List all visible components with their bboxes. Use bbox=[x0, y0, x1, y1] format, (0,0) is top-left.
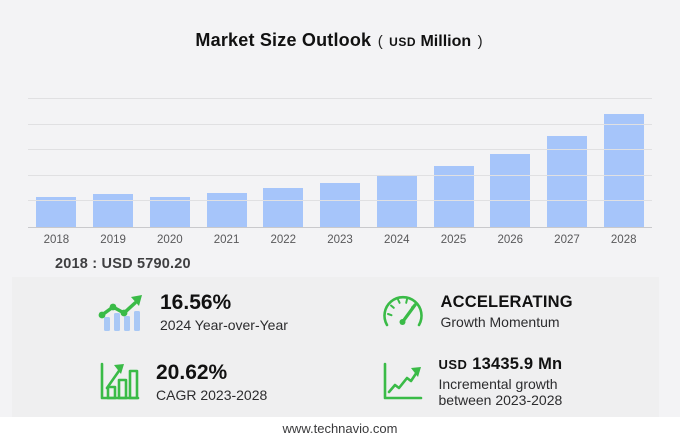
bar-2027 bbox=[546, 136, 587, 227]
x-axis-labels: 2018 2019 2020 2021 2022 2023 2024 2025 2026 2027… bbox=[28, 234, 652, 246]
title-main: Market Size Outlook bbox=[195, 30, 372, 50]
bar-slot-2022 bbox=[255, 99, 312, 227]
x-tick-2024: 2024 bbox=[383, 234, 410, 246]
incremental-value: USD 13435.9 Mn bbox=[439, 355, 563, 374]
bar-2018 bbox=[36, 197, 77, 227]
bar-slot-2026 bbox=[482, 99, 539, 227]
x-tick-2026: 2026 bbox=[497, 234, 524, 246]
footer-url[interactable]: www.technavio.com bbox=[282, 421, 398, 436]
x-tick-2023: 2023 bbox=[327, 234, 353, 246]
bar-slot-2027 bbox=[539, 99, 596, 227]
x-tick-2028: 2028 bbox=[610, 234, 637, 246]
bar-slot-2023 bbox=[312, 99, 369, 227]
bar-slot-2025 bbox=[425, 99, 482, 227]
x-tick-2022: 2022 bbox=[270, 234, 297, 246]
bar-2022 bbox=[263, 188, 304, 227]
plot-area bbox=[28, 98, 652, 228]
base-year-callout: 2018 : USD 5790.20 bbox=[55, 256, 191, 272]
bar-2020 bbox=[149, 197, 190, 227]
bar-chart-growth-icon bbox=[97, 361, 141, 403]
gridline-20000 bbox=[28, 123, 652, 125]
bar-2025 bbox=[433, 165, 474, 227]
bar-slot-2021 bbox=[198, 99, 255, 227]
cagr-label: CAGR 2023-2028 bbox=[156, 387, 268, 404]
bar-2023 bbox=[320, 182, 361, 227]
x-tick-2019: 2019 bbox=[100, 234, 126, 246]
key-stats-band: 16.56% 2024 Year-over-Year bbox=[12, 277, 659, 417]
bar-2021 bbox=[206, 192, 247, 227]
bars-container bbox=[28, 99, 652, 227]
momentum-value: ACCELERATING bbox=[440, 293, 573, 312]
x-tick-2020: 2020 bbox=[157, 234, 183, 246]
bar-slot-2028 bbox=[595, 99, 652, 227]
x-tick-2021: 2021 bbox=[213, 234, 240, 246]
bar-2026 bbox=[490, 153, 531, 227]
bar-2019 bbox=[93, 193, 134, 227]
bar-slot-2018 bbox=[28, 99, 85, 227]
gridline-5000 bbox=[28, 200, 652, 202]
x-tick-2025: 2025 bbox=[440, 234, 467, 246]
stat-yoy: 16.56% 2024 Year-over-Year bbox=[12, 277, 336, 347]
bar-slot-2019 bbox=[85, 99, 142, 227]
x-tick-2027: 2027 bbox=[554, 234, 580, 246]
bar-slot-2020 bbox=[141, 99, 198, 227]
bar-slot-2024 bbox=[368, 99, 425, 227]
title-paren-close: ) bbox=[477, 33, 483, 50]
bar-2028 bbox=[603, 113, 644, 227]
speedometer-icon bbox=[380, 292, 426, 332]
stat-incremental-growth: USD 13435.9 Mn Incremental growth betwee… bbox=[336, 347, 660, 417]
x-tick-2018: 2018 bbox=[43, 234, 70, 246]
footer: www.technavio.com bbox=[0, 417, 680, 440]
bars-trend-icon bbox=[97, 291, 145, 333]
incremental-currency: USD bbox=[438, 357, 468, 373]
incremental-label-line1: Incremental growth bbox=[438, 376, 558, 393]
title-paren-open: ( bbox=[377, 33, 383, 50]
page-title: Market Size Outlook ( USD Million ) bbox=[0, 30, 680, 51]
incremental-amount: 13435.9 Mn bbox=[472, 355, 563, 374]
stat-momentum: ACCELERATING Growth Momentum bbox=[336, 277, 660, 347]
yoy-value: 16.56% bbox=[160, 290, 232, 314]
bar-chart: 2018 2019 2020 2021 2022 2023 2024 2025 2026 2027… bbox=[28, 98, 652, 246]
yoy-label: 2024 Year-over-Year bbox=[160, 317, 288, 334]
title-unit: Million bbox=[420, 33, 472, 50]
gridline-25000 bbox=[28, 98, 652, 99]
momentum-label: Growth Momentum bbox=[440, 314, 560, 331]
gridline-15000 bbox=[28, 149, 652, 151]
cagr-value: 20.62% bbox=[156, 360, 228, 384]
incremental-label-line2: between 2023-2028 bbox=[438, 392, 563, 409]
stat-cagr: 20.62% CAGR 2023-2028 bbox=[12, 347, 336, 417]
gridline-10000 bbox=[28, 174, 652, 176]
incremental-growth-icon bbox=[380, 361, 424, 403]
title-currency: USD bbox=[389, 35, 417, 49]
